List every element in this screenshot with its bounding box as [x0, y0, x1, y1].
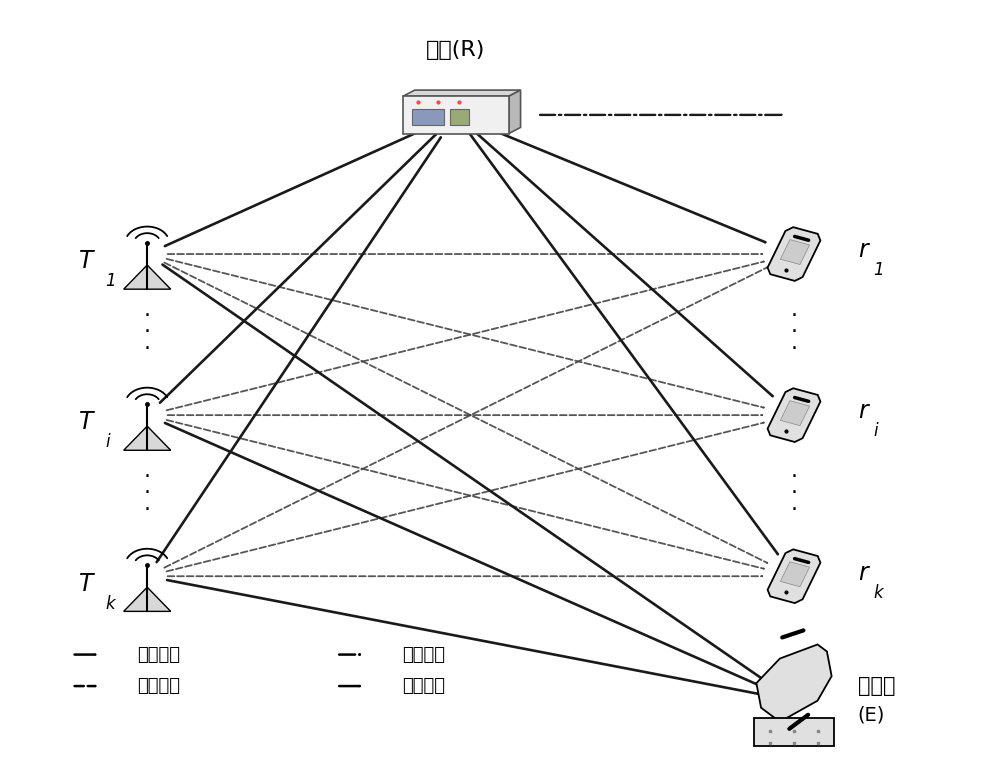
Polygon shape [780, 400, 810, 425]
Text: i: i [873, 422, 878, 440]
Text: 中继(R): 中继(R) [426, 40, 486, 60]
Text: ·
·
·: · · · [144, 305, 151, 359]
Text: r: r [858, 238, 867, 263]
Text: ·
·
·: · · · [790, 305, 798, 359]
Text: k: k [105, 594, 115, 612]
Polygon shape [124, 426, 171, 450]
Text: 1: 1 [105, 273, 116, 291]
Polygon shape [768, 388, 820, 442]
Polygon shape [403, 90, 521, 97]
Text: (E): (E) [858, 706, 885, 724]
Text: T: T [79, 572, 93, 596]
Text: T: T [79, 411, 93, 435]
Text: r: r [858, 400, 867, 424]
Polygon shape [509, 90, 521, 133]
Text: 1: 1 [873, 261, 884, 280]
Polygon shape [754, 718, 834, 746]
Text: 有用信号: 有用信号 [137, 646, 180, 664]
Polygon shape [768, 227, 820, 281]
FancyArrowPatch shape [466, 129, 778, 554]
Polygon shape [780, 562, 810, 587]
Polygon shape [768, 549, 820, 603]
FancyArrowPatch shape [474, 122, 765, 242]
Text: ·
·
·: · · · [144, 467, 151, 520]
Polygon shape [780, 240, 810, 265]
FancyArrowPatch shape [469, 127, 773, 396]
Text: 窃听信号: 窃听信号 [402, 677, 445, 695]
FancyArrowPatch shape [165, 128, 428, 246]
Polygon shape [403, 97, 509, 133]
Text: 窃听端: 窃听端 [858, 676, 895, 696]
Text: r: r [858, 561, 867, 584]
FancyArrowPatch shape [167, 423, 764, 571]
Polygon shape [756, 644, 832, 722]
FancyArrowPatch shape [157, 137, 441, 562]
FancyArrowPatch shape [167, 580, 762, 695]
Text: 人工噪声: 人工噪声 [402, 646, 445, 664]
Polygon shape [124, 265, 171, 289]
FancyArrowPatch shape [164, 267, 767, 568]
FancyArrowPatch shape [160, 135, 436, 403]
FancyArrowPatch shape [164, 263, 767, 563]
Text: 干扰信号: 干扰信号 [137, 677, 180, 695]
FancyArrowPatch shape [165, 423, 766, 688]
FancyArrowPatch shape [167, 259, 764, 407]
Text: k: k [873, 583, 883, 601]
Polygon shape [124, 587, 171, 612]
Polygon shape [450, 109, 469, 125]
Text: ·
·
·: · · · [790, 467, 798, 520]
FancyArrowPatch shape [162, 265, 770, 684]
Text: i: i [105, 433, 110, 452]
FancyArrowPatch shape [167, 420, 764, 569]
Polygon shape [412, 109, 444, 125]
Text: T: T [79, 249, 93, 273]
FancyArrowPatch shape [167, 262, 764, 411]
